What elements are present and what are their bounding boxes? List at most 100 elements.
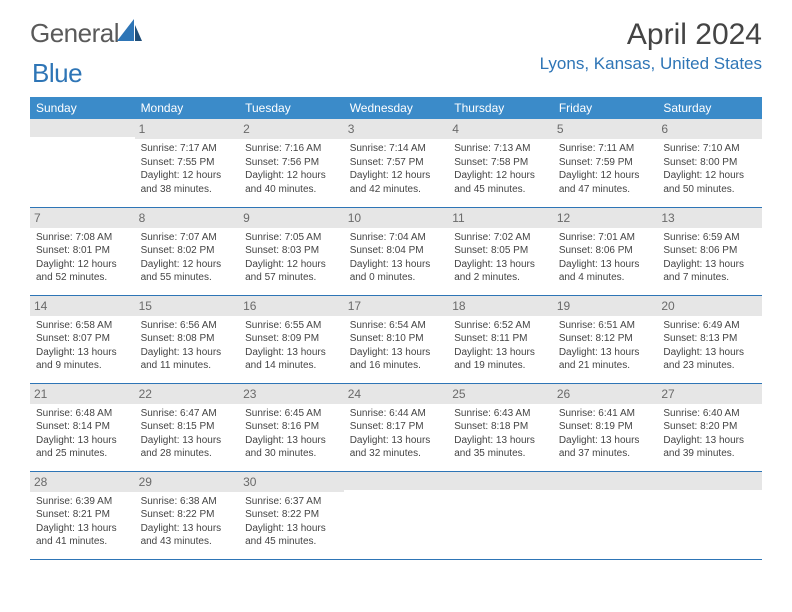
day-info-line: Sunrise: 6:56 AM (141, 319, 234, 333)
day-number: 11 (448, 208, 553, 228)
day-info-line: Sunset: 8:09 PM (245, 332, 338, 346)
day-info-line: Daylight: 13 hours (141, 434, 234, 448)
day-info-line: Sunset: 7:58 PM (454, 156, 547, 170)
day-info-line: Sunrise: 6:43 AM (454, 407, 547, 421)
day-info-line: Sunset: 8:13 PM (663, 332, 756, 346)
day-number: 22 (135, 384, 240, 404)
day-info-line: Sunset: 8:21 PM (36, 508, 129, 522)
day-info-line: and 14 minutes. (245, 359, 338, 373)
day-info-line: Sunset: 8:17 PM (350, 420, 443, 434)
day-info-line: and 21 minutes. (559, 359, 652, 373)
day-info-line: Daylight: 13 hours (141, 346, 234, 360)
calendar-day-cell: 7Sunrise: 7:08 AMSunset: 8:01 PMDaylight… (30, 207, 135, 295)
calendar-day-cell: 23Sunrise: 6:45 AMSunset: 8:16 PMDayligh… (239, 383, 344, 471)
day-number: 15 (135, 296, 240, 316)
day-number: 8 (135, 208, 240, 228)
day-info-line: Daylight: 12 hours (663, 169, 756, 183)
day-number: 1 (135, 119, 240, 139)
day-info-line: and 45 minutes. (245, 535, 338, 549)
day-info-line: and 16 minutes. (350, 359, 443, 373)
day-info-line: Sunset: 7:59 PM (559, 156, 652, 170)
calendar-day-cell (553, 471, 658, 559)
day-info-line: Sunset: 8:14 PM (36, 420, 129, 434)
day-info-line: Daylight: 13 hours (454, 258, 547, 272)
day-info-line: Sunset: 8:07 PM (36, 332, 129, 346)
day-info-line: Daylight: 13 hours (663, 346, 756, 360)
calendar-day-cell: 16Sunrise: 6:55 AMSunset: 8:09 PMDayligh… (239, 295, 344, 383)
calendar-day-cell (344, 471, 449, 559)
calendar-day-cell: 22 Sunrise: 6:47 AMSunset: 8:15 PMDayligh… (135, 383, 240, 471)
day-number: 4 (448, 119, 553, 139)
day-info-line: Daylight: 13 hours (454, 434, 547, 448)
day-info-line: and 35 minutes. (454, 447, 547, 461)
day-info-line: Sunset: 8:15 PM (141, 420, 234, 434)
day-info-line: Daylight: 13 hours (245, 522, 338, 536)
title-block: April 2024 Lyons, Kansas, United States (540, 18, 762, 74)
day-info-line: Sunrise: 7:10 AM (663, 142, 756, 156)
day-info-line: Daylight: 13 hours (663, 258, 756, 272)
weekday-header: Thursday (448, 97, 553, 119)
day-info-line: Daylight: 13 hours (350, 258, 443, 272)
day-info-line: and 43 minutes. (141, 535, 234, 549)
calendar-day-cell (448, 471, 553, 559)
day-info-line: Sunset: 8:12 PM (559, 332, 652, 346)
day-info-line: Daylight: 12 hours (36, 258, 129, 272)
calendar-day-cell: 18Sunrise: 6:52 AMSunset: 8:11 PMDayligh… (448, 295, 553, 383)
day-number: 18 (448, 296, 553, 316)
day-info-line: Sunrise: 6:47 AM (141, 407, 234, 421)
day-info-line: and 41 minutes. (36, 535, 129, 549)
day-info-line: Sunset: 8:06 PM (663, 244, 756, 258)
day-info-line: and 50 minutes. (663, 183, 756, 197)
day-info-line: Sunset: 8:01 PM (36, 244, 129, 258)
day-info-line: Sunrise: 6:58 AM (36, 319, 129, 333)
day-info-line: Sunset: 8:00 PM (663, 156, 756, 170)
day-info-line: Daylight: 12 hours (559, 169, 652, 183)
calendar-day-cell: 14Sunrise: 6:58 AMSunset: 8:07 PMDayligh… (30, 295, 135, 383)
calendar-day-cell: 4Sunrise: 7:13 AMSunset: 7:58 PMDaylight… (448, 119, 553, 207)
day-info-line: Sunrise: 7:11 AM (559, 142, 652, 156)
day-info-line: Sunrise: 6:45 AM (245, 407, 338, 421)
day-info-line: and 19 minutes. (454, 359, 547, 373)
day-number (553, 472, 658, 490)
day-info-line: Sunrise: 6:37 AM (245, 495, 338, 509)
calendar-day-cell: 27Sunrise: 6:40 AMSunset: 8:20 PMDayligh… (657, 383, 762, 471)
calendar-day-cell: 9Sunrise: 7:05 AMSunset: 8:03 PMDaylight… (239, 207, 344, 295)
day-number: 12 (553, 208, 658, 228)
day-number: 29 (135, 472, 240, 492)
day-number: 9 (239, 208, 344, 228)
day-info-line: Sunrise: 6:48 AM (36, 407, 129, 421)
day-info-line: Daylight: 13 hours (663, 434, 756, 448)
day-info-line: Daylight: 13 hours (350, 346, 443, 360)
day-info-line: Sunrise: 7:13 AM (454, 142, 547, 156)
brand-text-2: Blue (32, 58, 82, 88)
day-info-line: Sunrise: 7:04 AM (350, 231, 443, 245)
day-info-line: Sunrise: 6:59 AM (663, 231, 756, 245)
day-info-line: Sunrise: 6:41 AM (559, 407, 652, 421)
day-info-line: and 37 minutes. (559, 447, 652, 461)
day-number: 30 (239, 472, 344, 492)
day-info-line: Sunset: 8:05 PM (454, 244, 547, 258)
day-info-line: Sunset: 8:22 PM (245, 508, 338, 522)
calendar-week-row: 28Sunrise: 6:39 AMSunset: 8:21 PMDayligh… (30, 471, 762, 559)
calendar-day-cell: 2Sunrise: 7:16 AMSunset: 7:56 PMDaylight… (239, 119, 344, 207)
day-info-line: Sunset: 8:03 PM (245, 244, 338, 258)
day-info-line: Sunset: 7:56 PM (245, 156, 338, 170)
day-info-line: Daylight: 13 hours (141, 522, 234, 536)
calendar-day-cell: 6Sunrise: 7:10 AMSunset: 8:00 PMDaylight… (657, 119, 762, 207)
day-info-line: Sunrise: 6:55 AM (245, 319, 338, 333)
day-info-line: and 28 minutes. (141, 447, 234, 461)
calendar-day-cell: 25Sunrise: 6:43 AMSunset: 8:18 PMDayligh… (448, 383, 553, 471)
day-info-line: and 11 minutes. (141, 359, 234, 373)
day-info-line: Daylight: 13 hours (245, 434, 338, 448)
calendar-day-cell: 8Sunrise: 7:07 AMSunset: 8:02 PMDaylight… (135, 207, 240, 295)
day-info-line: and 30 minutes. (245, 447, 338, 461)
calendar-week-row: 1Sunrise: 7:17 AMSunset: 7:55 PMDaylight… (30, 119, 762, 207)
day-info-line: and 0 minutes. (350, 271, 443, 285)
day-number: 25 (448, 384, 553, 404)
day-info-line: Sunset: 8:04 PM (350, 244, 443, 258)
day-info-line: Sunrise: 7:02 AM (454, 231, 547, 245)
calendar-day-cell: 12Sunrise: 7:01 AMSunset: 8:06 PMDayligh… (553, 207, 658, 295)
calendar-week-row: 7Sunrise: 7:08 AMSunset: 8:01 PMDaylight… (30, 207, 762, 295)
day-info-line: Sunrise: 6:52 AM (454, 319, 547, 333)
day-info-line: Sunrise: 7:14 AM (350, 142, 443, 156)
